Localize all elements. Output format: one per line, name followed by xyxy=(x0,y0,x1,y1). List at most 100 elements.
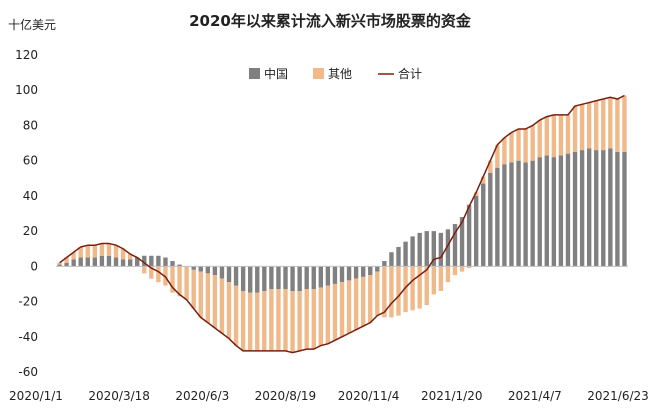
bar-china xyxy=(269,266,274,290)
bar-china xyxy=(495,167,500,267)
bar-other xyxy=(276,289,281,351)
bar-china xyxy=(191,266,196,270)
bar-china xyxy=(156,255,161,267)
bar-china xyxy=(205,266,211,274)
bar-china xyxy=(233,266,239,286)
bar-china xyxy=(346,266,352,281)
x-tick-label: 2020/6/3 xyxy=(175,389,229,403)
bar-other xyxy=(473,192,479,196)
bar-other xyxy=(565,114,571,154)
y-tick-label: 40 xyxy=(23,189,38,203)
bar-other xyxy=(127,254,133,260)
bar-china xyxy=(396,246,401,267)
bar-china xyxy=(502,164,507,267)
bar-china xyxy=(120,259,126,267)
bar-china xyxy=(219,266,225,279)
bar-china xyxy=(424,231,429,267)
bar-other xyxy=(601,99,606,151)
bar-china xyxy=(459,217,465,267)
bar-china xyxy=(142,255,147,267)
bar-other xyxy=(170,266,175,293)
legend-label-total: 合计 xyxy=(398,66,422,81)
bar-other xyxy=(396,266,401,316)
bar-other xyxy=(248,292,253,351)
bar-china xyxy=(297,266,302,291)
y-tick-label: 20 xyxy=(23,224,38,238)
bar-other xyxy=(99,243,105,256)
bar-china xyxy=(78,257,83,267)
y-tick-label: 100 xyxy=(15,83,38,97)
bar-china xyxy=(57,264,62,267)
bar-other xyxy=(558,114,564,156)
bar-china xyxy=(523,162,528,267)
bar-china xyxy=(438,232,444,267)
bar-other xyxy=(233,285,239,346)
bar-china xyxy=(594,150,599,267)
bar-other xyxy=(608,97,613,149)
bar-china xyxy=(431,231,436,267)
bar-other xyxy=(71,252,76,260)
bar-other xyxy=(212,275,218,328)
bar-other xyxy=(191,269,196,309)
chart-title: 2020年以来累计流入新兴市场股票的资金 xyxy=(189,12,472,30)
bar-other xyxy=(149,266,154,279)
bar-other xyxy=(106,243,112,256)
bar-china xyxy=(509,162,514,267)
bar-other xyxy=(120,248,126,260)
y-tick-label: 80 xyxy=(23,118,38,132)
bar-china xyxy=(466,204,472,267)
bar-china xyxy=(339,266,345,283)
bar-other xyxy=(502,137,507,165)
y-tick-label: -60 xyxy=(18,365,38,379)
bar-other xyxy=(466,266,472,269)
bar-china xyxy=(615,151,620,267)
bar-china xyxy=(113,257,119,267)
legend-swatch-china xyxy=(249,68,260,79)
bar-china xyxy=(276,266,281,290)
legend: 中国 其他 合计 xyxy=(249,66,422,81)
bar-other xyxy=(368,275,373,323)
bar-china xyxy=(488,172,493,267)
bar-china xyxy=(452,224,458,267)
y-axis: 120 100 80 60 40 20 0 -20 -40 -60 xyxy=(15,48,38,379)
bar-other xyxy=(262,290,267,351)
bar-other xyxy=(481,176,486,184)
bar-other xyxy=(205,273,211,323)
bar-china xyxy=(163,257,168,267)
bar-other xyxy=(255,292,260,351)
bar-china xyxy=(262,266,267,291)
bar-china xyxy=(226,266,232,283)
bar-china xyxy=(445,229,451,267)
bar-china xyxy=(368,266,373,276)
bar-other xyxy=(516,128,521,161)
bar-other xyxy=(269,289,274,351)
bar-china xyxy=(579,150,585,267)
x-tick-label: 2020/1/1 xyxy=(9,389,63,403)
bars xyxy=(57,95,627,353)
bar-china xyxy=(382,261,387,267)
bar-other xyxy=(361,276,366,327)
bar-other xyxy=(78,246,83,258)
x-tick-label: 2020/8/19 xyxy=(255,389,317,403)
bar-china xyxy=(248,266,253,293)
bar-china xyxy=(403,241,408,267)
bar-other xyxy=(438,266,444,291)
y-tick-label: 60 xyxy=(23,154,38,168)
bar-other xyxy=(403,266,408,313)
bar-china xyxy=(608,148,613,267)
y-tick-label: 0 xyxy=(30,259,38,273)
bar-other xyxy=(304,289,309,350)
bar-other xyxy=(85,245,90,258)
y-tick-label: -20 xyxy=(18,295,38,309)
bar-china xyxy=(361,266,366,277)
bar-other xyxy=(389,266,394,318)
bar-other xyxy=(353,278,359,330)
bar-china xyxy=(311,266,316,290)
bar-other xyxy=(530,125,535,161)
bar-china xyxy=(290,266,295,291)
bar-other xyxy=(113,245,119,258)
bar-other xyxy=(226,282,232,339)
bar-china xyxy=(255,266,260,293)
x-tick-label: 2021/1/20 xyxy=(421,389,483,403)
y-tick-label: -40 xyxy=(18,330,38,344)
